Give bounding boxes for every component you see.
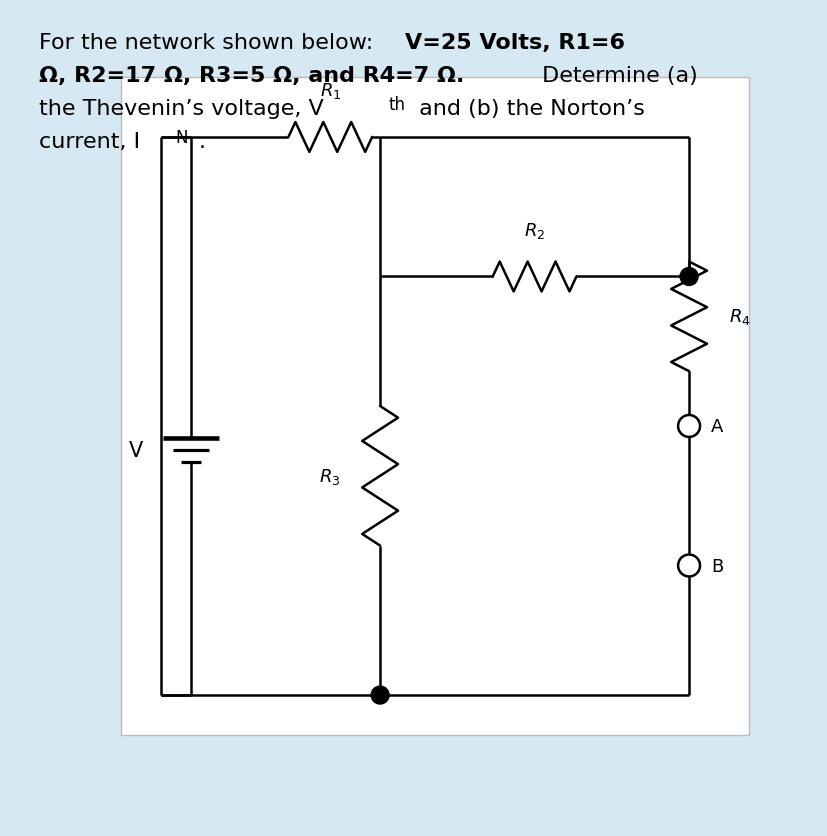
Text: current, I: current, I [39,132,141,152]
Text: V=25 Volts, R1=6: V=25 Volts, R1=6 [404,33,624,54]
Circle shape [677,555,699,577]
Text: Determine (a): Determine (a) [534,66,696,86]
Text: $R_1$: $R_1$ [319,81,341,101]
Text: For the network shown below:: For the network shown below: [39,33,380,54]
Text: B: B [710,557,722,575]
Text: and (b) the Norton’s: and (b) the Norton’s [412,99,644,119]
FancyBboxPatch shape [121,78,748,735]
Text: $R_3$: $R_3$ [318,466,340,487]
Circle shape [370,686,389,704]
Text: N: N [175,129,188,147]
Text: $R_4$: $R_4$ [728,307,750,327]
Circle shape [677,415,699,437]
Text: .: . [198,132,205,152]
Text: th: th [388,96,404,114]
Text: V: V [128,441,143,461]
Text: Ω, R2=17 Ω, R3=5 Ω, and R4=7 Ω.: Ω, R2=17 Ω, R3=5 Ω, and R4=7 Ω. [39,66,464,86]
Text: A: A [710,417,723,436]
Text: $R_2$: $R_2$ [523,221,544,240]
Text: the Thevenin’s voltage, V: the Thevenin’s voltage, V [39,99,323,119]
Circle shape [679,268,697,286]
